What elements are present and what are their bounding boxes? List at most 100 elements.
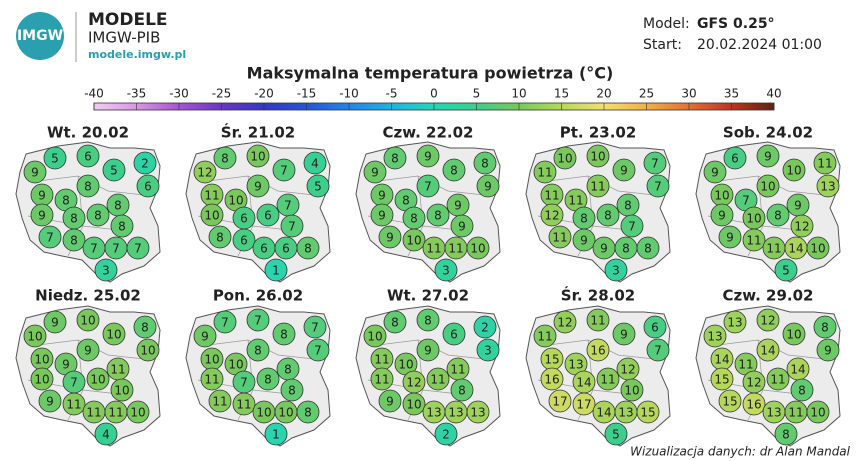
station-marker xyxy=(790,378,814,402)
station-value: 11 xyxy=(108,406,123,420)
station-value: 9 xyxy=(711,166,719,180)
station-marker xyxy=(612,322,636,346)
station-marker xyxy=(742,392,766,416)
station-value: 10 xyxy=(590,150,605,164)
station-value: 8 xyxy=(774,209,782,223)
station-marker xyxy=(126,236,150,260)
station-value: 8 xyxy=(304,406,312,420)
station-marker xyxy=(208,225,232,249)
station-value: 13 xyxy=(820,180,835,194)
station-value: 10 xyxy=(106,328,121,342)
day-label: Wt. 27.02 xyxy=(387,287,469,305)
station-value: 3 xyxy=(612,264,620,278)
station-value: 9 xyxy=(454,199,462,213)
station-marker xyxy=(306,338,330,362)
station-marker xyxy=(38,389,62,413)
station-value: 12 xyxy=(557,316,572,330)
station-value: 7 xyxy=(280,164,288,178)
station-value: 10 xyxy=(786,164,801,178)
station-value: 14 xyxy=(714,353,729,367)
station-value: 9 xyxy=(424,150,432,164)
station-marker xyxy=(378,389,402,413)
station-marker xyxy=(586,308,610,332)
station-value: 8 xyxy=(84,180,92,194)
station-value: 11 xyxy=(426,242,441,256)
station-value: 16 xyxy=(746,398,761,412)
colorbar-tick-label: -35 xyxy=(127,87,147,101)
station-marker xyxy=(806,236,830,260)
station-value: 9 xyxy=(620,328,628,342)
station-value: 11 xyxy=(86,406,101,420)
colorbar-tick-label: -5 xyxy=(386,87,398,101)
station-value: 8 xyxy=(622,242,630,256)
station-marker xyxy=(246,144,270,168)
station-marker xyxy=(442,322,466,346)
station-value: 8 xyxy=(280,328,288,342)
station-marker xyxy=(23,160,47,184)
station-marker xyxy=(363,324,387,348)
station-value: 13 xyxy=(426,406,441,420)
station-marker xyxy=(533,324,557,348)
station-marker xyxy=(572,228,596,252)
station-value: 15 xyxy=(714,373,729,387)
station-marker xyxy=(756,144,780,168)
station-value: 10 xyxy=(746,212,761,226)
station-marker xyxy=(636,400,660,424)
station-value: 6 xyxy=(264,209,272,223)
station-value: 7 xyxy=(112,242,120,256)
station-value: 3 xyxy=(102,264,110,278)
station-value: 6 xyxy=(240,234,248,248)
station-value: 7 xyxy=(134,242,142,256)
station-marker xyxy=(43,310,67,334)
org: IMGW-PIB xyxy=(88,29,160,47)
station-marker xyxy=(473,151,497,175)
station-marker xyxy=(703,160,727,184)
station-marker xyxy=(586,144,610,168)
station-marker xyxy=(636,236,660,260)
station-value: 14 xyxy=(788,242,803,256)
station-value: 8 xyxy=(62,194,70,208)
station-marker xyxy=(540,367,564,391)
colorbar-tick-label: -20 xyxy=(254,87,274,101)
station-value: 12 xyxy=(406,376,421,390)
station-value: 9 xyxy=(254,180,262,194)
colorbar-tick-label: 10 xyxy=(511,87,526,101)
station-marker xyxy=(596,367,620,391)
station-value: 10 xyxy=(256,406,271,420)
station-value: 10 xyxy=(140,344,155,358)
station-marker xyxy=(643,315,667,339)
station-marker xyxy=(416,174,440,198)
station-value: 11 xyxy=(600,373,615,387)
station-value: 10 xyxy=(406,234,421,248)
station-marker xyxy=(303,151,327,175)
station-marker xyxy=(476,174,500,198)
colorbar-tick-label: 35 xyxy=(724,87,739,101)
station-value: 1 xyxy=(272,264,280,278)
station-value: 13 xyxy=(766,406,781,420)
day-label: Śr. 21.02 xyxy=(221,123,295,142)
station-value: 10 xyxy=(714,189,729,203)
station-value: 5 xyxy=(51,152,59,166)
start-label: Start: xyxy=(643,37,682,53)
station-marker xyxy=(296,400,320,424)
station-value: 11 xyxy=(212,395,227,409)
station-value: 9 xyxy=(458,220,466,234)
station-marker xyxy=(76,174,100,198)
station-value: 17 xyxy=(576,398,591,412)
station-marker xyxy=(646,174,670,198)
station-marker xyxy=(76,144,100,168)
station-value: 7 xyxy=(654,180,662,194)
station-marker xyxy=(200,367,224,391)
station-value: 10 xyxy=(406,398,421,412)
station-marker xyxy=(246,308,270,332)
station-value: 15 xyxy=(640,406,655,420)
station-value: 10 xyxy=(786,328,801,342)
station-marker xyxy=(30,203,54,227)
station-value: 10 xyxy=(398,358,413,372)
station-marker xyxy=(742,228,766,252)
station-value: 4 xyxy=(311,157,319,171)
station-value: 2 xyxy=(442,428,450,442)
day-label: Niedz. 25.02 xyxy=(35,287,141,305)
station-value: 10 xyxy=(90,373,105,387)
station-marker xyxy=(306,174,330,198)
